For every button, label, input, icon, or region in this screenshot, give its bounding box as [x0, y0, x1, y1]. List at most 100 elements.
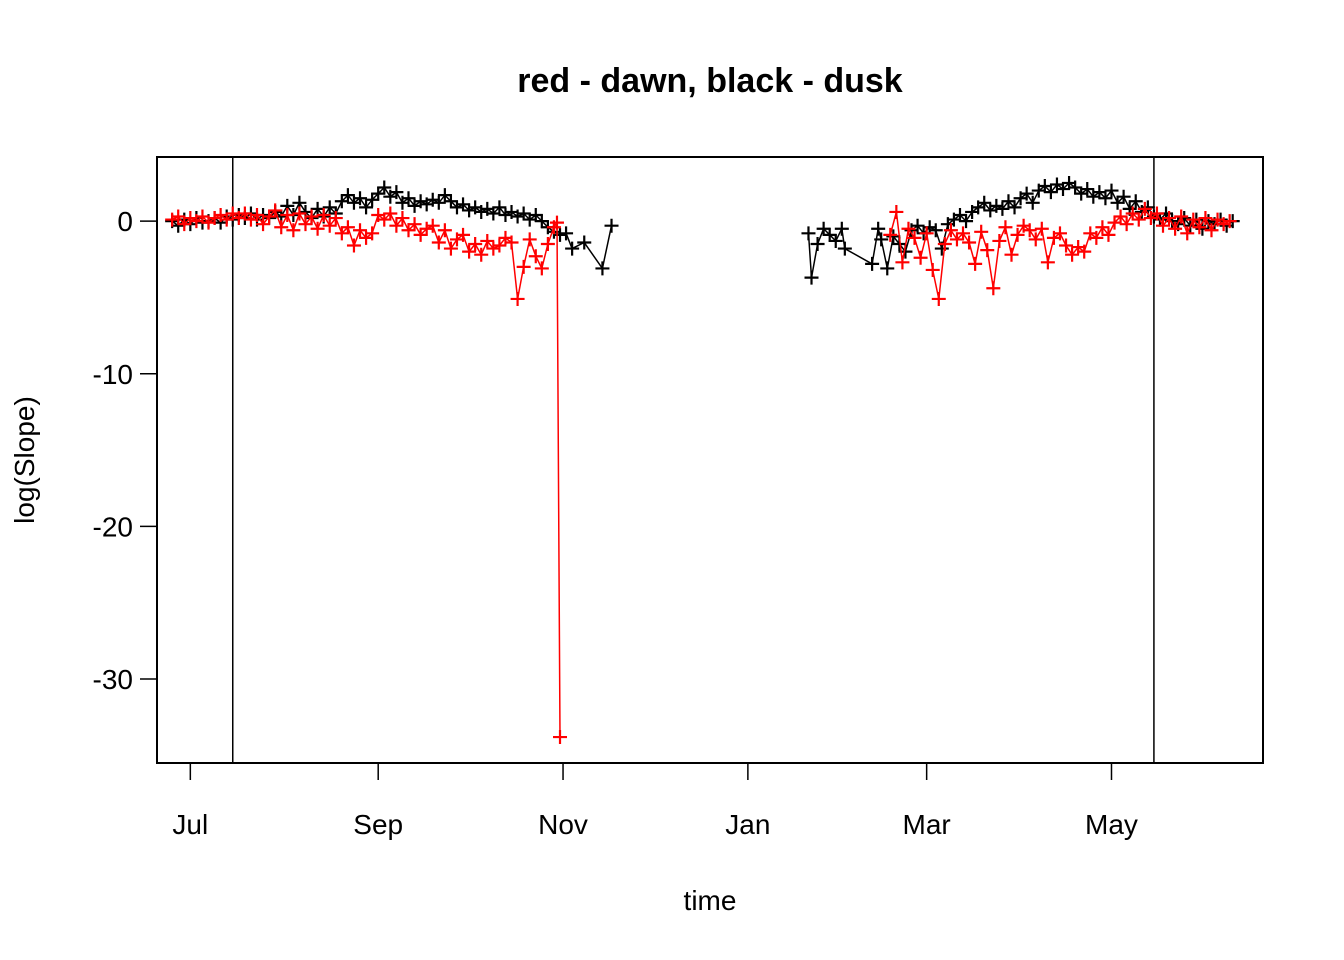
- series-1-point-14: [249, 208, 264, 223]
- series-1-point-107: [1131, 212, 1146, 227]
- series-0-point-29: [340, 188, 355, 203]
- series-1-point-42: [419, 221, 434, 236]
- series-0-point-102: [1007, 200, 1022, 215]
- series-0-point-74: [822, 227, 837, 242]
- series-0-point-133: [1195, 221, 1210, 236]
- series-1-point-113: [1168, 221, 1183, 236]
- series-0-point-79: [871, 221, 886, 236]
- series-0-point-81: [880, 261, 895, 276]
- series-1-point-115: [1180, 226, 1195, 241]
- series-0-point-116: [1092, 185, 1107, 200]
- y-tick-label--10: -10: [93, 359, 133, 390]
- series-1-point-52: [480, 233, 495, 248]
- series-1-point-116: [1186, 212, 1201, 227]
- series-1-point-46: [443, 241, 458, 256]
- series-1-point-12: [237, 206, 252, 221]
- series-1-point-92: [1040, 255, 1055, 270]
- series-1-point-78: [956, 226, 971, 241]
- series-0-point-117: [1098, 191, 1113, 206]
- series-0-point-77: [837, 241, 852, 256]
- series-1-point-77: [949, 232, 964, 247]
- series-1-point-85: [998, 220, 1013, 235]
- series-0-point-75: [828, 233, 843, 248]
- series-1-point-37: [389, 218, 404, 233]
- series-1-point-104: [1113, 209, 1128, 224]
- vertical-marker-lines: [232, 157, 1155, 763]
- series-0-point-78: [865, 256, 880, 271]
- series-0-point-119: [1110, 195, 1125, 210]
- series-1-point-82: [980, 243, 995, 258]
- series-1-point-95: [1059, 238, 1074, 253]
- series-1-point-27: [328, 211, 343, 226]
- series-0-point-64: [553, 227, 568, 242]
- series-1-point-100: [1089, 230, 1104, 245]
- series-0-point-104: [1019, 186, 1034, 201]
- series-0-point-108: [1043, 185, 1058, 200]
- x-axis: Jul Sep Nov Jan Mar May: [172, 763, 1138, 840]
- series-0-point-70: [801, 226, 816, 241]
- series-1-point-16: [262, 209, 277, 224]
- series-0-point-112: [1068, 180, 1083, 195]
- x-tick-label-jul: Jul: [172, 809, 208, 840]
- series-1-point-81: [974, 224, 989, 239]
- series-0-point-44: [431, 195, 446, 210]
- series-1-point-3: [183, 211, 198, 226]
- series-1-point-84: [992, 233, 1007, 248]
- series-1-point-86: [1004, 247, 1019, 262]
- series-0-point-118: [1104, 183, 1119, 198]
- series-1-point-67: [889, 204, 904, 219]
- series-1-point-45: [437, 223, 452, 238]
- x-tick-label-nov: Nov: [538, 809, 588, 840]
- series-0-point-120: [1116, 189, 1131, 204]
- series-1-point-89: [1022, 223, 1037, 238]
- series-1-point-33: [365, 226, 380, 241]
- series-1-point-87: [1010, 227, 1025, 242]
- series-1-point-105: [1119, 217, 1134, 232]
- series-0-point-53: [486, 206, 501, 221]
- series-1-point-26: [322, 218, 337, 233]
- series-1-point-49: [462, 244, 477, 259]
- series-1-point-59: [522, 232, 537, 247]
- series-1-point-1: [171, 209, 186, 224]
- series-1-point-118: [1198, 211, 1213, 226]
- series-0-point-49: [462, 203, 477, 218]
- series-layer: [165, 175, 1240, 745]
- series-1-point-98: [1077, 244, 1092, 259]
- series-0-point-41: [413, 194, 428, 209]
- series-1-point-79: [962, 235, 977, 250]
- series-0-point-114: [1080, 182, 1095, 197]
- series-1-point-80: [968, 256, 983, 271]
- series-0-point-54: [492, 200, 507, 215]
- series-1-point-56: [504, 235, 519, 250]
- series-0-point-100: [995, 201, 1010, 216]
- y-tick-label-0: 0: [117, 206, 133, 237]
- series-0-point-76: [834, 221, 849, 236]
- series-0-point-46: [443, 194, 458, 209]
- series-1-point-72: [919, 226, 934, 241]
- series-1-point-31: [353, 223, 368, 238]
- series-1-point-70: [907, 230, 922, 245]
- series-0-point-86: [910, 218, 925, 233]
- x-axis-label: time: [684, 885, 737, 916]
- series-1-point-53: [486, 241, 501, 256]
- series-0-point-58: [516, 206, 531, 221]
- series-1-point-75: [937, 237, 952, 252]
- series-0-point-130: [1177, 211, 1192, 226]
- series-1-point-51: [474, 247, 489, 262]
- series-1-point-19: [280, 208, 295, 223]
- series-0-point-110: [1056, 182, 1071, 197]
- series-1-point-20: [286, 223, 301, 238]
- series-1-point-119: [1204, 223, 1219, 238]
- series-0-point-72: [810, 237, 825, 252]
- series-0-point-88: [922, 220, 937, 235]
- series-0-point-34: [371, 186, 386, 201]
- series-1-point-43: [425, 218, 440, 233]
- series-0-point-82: [886, 229, 901, 244]
- series-1-point-114: [1174, 209, 1189, 224]
- y-axis-label: log(Slope): [9, 396, 40, 524]
- series-0-point-107: [1037, 179, 1052, 194]
- series-1-point-18: [274, 220, 289, 235]
- series-1-point-68: [895, 255, 910, 270]
- series-0-point-60: [528, 208, 543, 223]
- series-1-point-2: [177, 217, 192, 232]
